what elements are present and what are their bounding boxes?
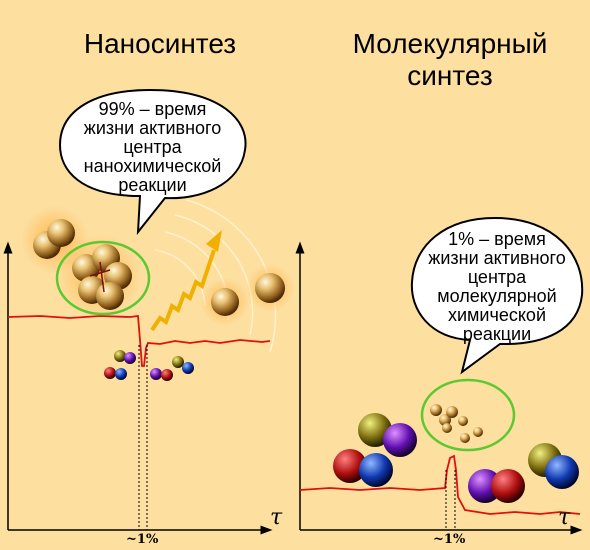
bubble-line: центра	[467, 267, 527, 287]
nanoparticle	[255, 273, 285, 303]
molecule-pair	[333, 413, 417, 487]
right-axis-label: τ	[558, 505, 571, 530]
active-center-ring	[55, 240, 151, 316]
right-title-line-2: синтез	[407, 60, 493, 91]
bubble-line: химической	[447, 305, 546, 325]
left-title-line: Наносинтез	[83, 28, 237, 59]
nanoparticle	[211, 288, 239, 316]
left-axis-label: τ	[270, 505, 283, 530]
bubble-line: молекулярной	[437, 286, 557, 306]
bubble-line: центра	[123, 137, 182, 157]
active-center-ring	[420, 378, 516, 452]
bubble-line: реакции	[462, 324, 532, 344]
right-duration-label: ~1%	[433, 532, 466, 547]
bubble-line: жизни активного	[83, 118, 222, 138]
bubble-line: реакции	[118, 175, 187, 195]
molecule-pair	[468, 443, 579, 503]
small-active-particles	[430, 404, 483, 443]
right-panel-title: Молекулярный синтез	[315, 28, 585, 92]
right-title-line-1: Молекулярный	[352, 28, 548, 59]
left-bubble-text: 99% – время жизни активного центра нанох…	[60, 100, 245, 195]
right-bubble-text: 1% – время жизни активного центра молеку…	[412, 230, 582, 344]
left-speech-bubble	[58, 88, 247, 236]
left-duration-label: ~1%	[126, 532, 159, 547]
bubble-line: 99% – время	[98, 99, 207, 119]
right-speech-bubble	[410, 216, 584, 375]
bubble-line: 1% – время	[448, 229, 546, 249]
bubble-line: нанохимической	[83, 156, 222, 176]
bubble-line: жизни активного	[428, 248, 566, 268]
nanoparticle	[47, 219, 75, 247]
left-panel-title: Наносинтез	[40, 28, 280, 60]
small-molecules	[104, 350, 194, 381]
nanoparticle-cluster	[72, 244, 132, 310]
energy-arrow-head	[206, 230, 222, 252]
energy-wave-arrow	[150, 249, 216, 332]
right-signal-line	[299, 454, 581, 515]
